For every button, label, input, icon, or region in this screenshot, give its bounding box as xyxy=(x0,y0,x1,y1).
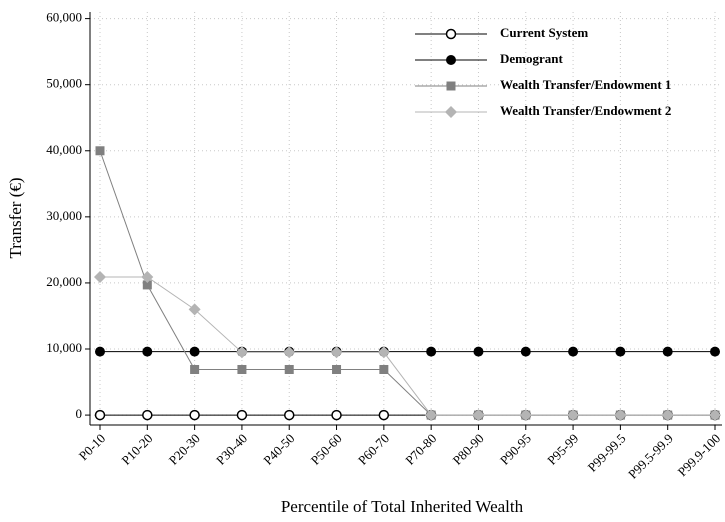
marker xyxy=(445,106,457,118)
x-tick-label: P80-90 xyxy=(450,431,487,468)
y-tick-label: 20,000 xyxy=(46,274,82,289)
marker xyxy=(190,364,200,374)
marker xyxy=(425,409,438,422)
marker xyxy=(378,409,390,421)
x-tick-label: P90-95 xyxy=(497,431,534,468)
x-tick-label: P0-10 xyxy=(76,431,109,464)
x-tick-label: P10-20 xyxy=(118,431,155,468)
marker xyxy=(141,270,154,283)
marker xyxy=(662,346,673,357)
x-tick-label: P70-80 xyxy=(402,431,439,468)
marker xyxy=(472,409,485,422)
marker xyxy=(709,409,721,422)
x-tick-label: P50-60 xyxy=(308,431,345,468)
marker xyxy=(615,346,626,357)
series-line xyxy=(100,276,715,416)
marker xyxy=(661,409,674,422)
marker xyxy=(94,409,106,421)
y-tick-label: 50,000 xyxy=(46,76,82,91)
marker xyxy=(445,28,457,40)
y-axis-label: Transfer (€) xyxy=(6,177,25,258)
marker xyxy=(95,146,105,156)
legend-label: Demogrant xyxy=(500,51,563,66)
marker xyxy=(332,364,342,374)
marker xyxy=(284,364,294,374)
marker xyxy=(142,409,153,421)
y-tick-label: 60,000 xyxy=(46,10,82,25)
marker xyxy=(283,409,295,421)
marker xyxy=(142,280,152,290)
marker xyxy=(710,346,720,357)
x-tick-label: P20-30 xyxy=(166,431,203,468)
marker xyxy=(236,409,248,421)
marker xyxy=(519,409,532,422)
marker xyxy=(283,346,296,359)
marker xyxy=(567,409,580,422)
y-tick-label: 10,000 xyxy=(46,340,82,355)
y-tick-label: 0 xyxy=(76,406,83,421)
x-tick-label: P99-99.5 xyxy=(585,431,629,475)
marker xyxy=(235,346,248,359)
x-tick-label: P95-99 xyxy=(544,431,581,468)
marker xyxy=(426,346,437,357)
marker xyxy=(237,364,247,374)
legend-label: Current System xyxy=(500,25,588,40)
marker xyxy=(568,346,579,357)
marker xyxy=(95,346,105,357)
marker xyxy=(142,346,153,357)
marker xyxy=(520,346,531,357)
legend-label: Wealth Transfer/Endowment 1 xyxy=(500,77,671,92)
x-tick-label: P60-70 xyxy=(355,431,392,468)
x-tick-label: P40-50 xyxy=(260,431,297,468)
x-tick-label: P99.9-100 xyxy=(675,431,724,480)
legend-label: Wealth Transfer/Endowment 2 xyxy=(500,103,671,118)
marker xyxy=(377,346,390,359)
marker xyxy=(379,364,389,374)
x-axis-label: Percentile of Total Inherited Wealth xyxy=(281,497,524,516)
marker xyxy=(446,55,456,65)
marker xyxy=(331,409,342,421)
marker xyxy=(189,409,200,421)
marker xyxy=(446,81,456,91)
marker xyxy=(188,303,201,316)
x-tick-label: P99.5-99.9 xyxy=(625,431,676,482)
y-tick-label: 30,000 xyxy=(46,208,82,223)
marker xyxy=(473,346,484,357)
marker xyxy=(189,346,200,357)
marker xyxy=(330,346,343,359)
marker xyxy=(94,270,106,283)
x-tick-label: P30-40 xyxy=(213,431,250,468)
marker xyxy=(614,409,627,422)
y-tick-label: 40,000 xyxy=(46,142,82,157)
